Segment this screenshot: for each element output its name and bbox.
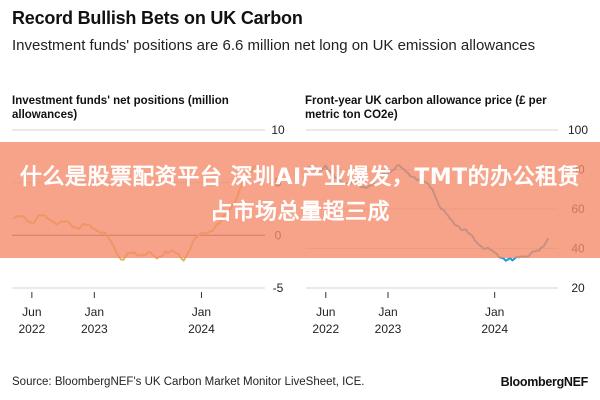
x-tick-label: Jan	[378, 305, 397, 319]
overlay-banner-text: 什么是股票配资平台 深圳AI产业爆发，TMT的办公租赁占市场总量超三成	[19, 165, 581, 225]
x-tick-label: 2023	[81, 322, 108, 336]
y-tick-label: 20	[571, 281, 585, 295]
data-point	[182, 259, 185, 262]
data-point	[120, 258, 123, 261]
right-panel-title: Front-year UK carbon allowance price (£ …	[305, 95, 547, 121]
x-tick-label: 2022	[19, 322, 46, 336]
x-tick-label: 2024	[188, 322, 215, 336]
brand-logo: BloombergNEF	[500, 375, 589, 389]
chart-subtitle: Investment funds' positions are 6.6 mill…	[12, 37, 536, 54]
overlay-banner	[0, 142, 600, 258]
x-tick-label: 2022	[312, 322, 339, 336]
left-panel-title: Investment funds' net positions (million…	[12, 95, 229, 121]
x-tick-label: Jan	[485, 305, 504, 319]
x-tick-label: Jan	[192, 305, 211, 319]
x-tick-label: Jan	[85, 305, 104, 319]
y-tick-label: -5	[273, 281, 284, 295]
source-note: Source: BloombergNEF's UK Carbon Market …	[12, 376, 365, 388]
x-tick-label: 2023	[375, 322, 402, 336]
chart-title: Record Bullish Bets on UK Carbon	[12, 8, 303, 28]
y-tick-label: 100	[568, 123, 588, 137]
x-tick-label: Jun	[316, 305, 335, 319]
x-tick-label: Jun	[22, 305, 41, 319]
data-point	[155, 257, 158, 260]
y-tick-label: 10	[271, 123, 285, 137]
data-point	[511, 259, 514, 262]
x-tick-label: 2024	[481, 322, 508, 336]
